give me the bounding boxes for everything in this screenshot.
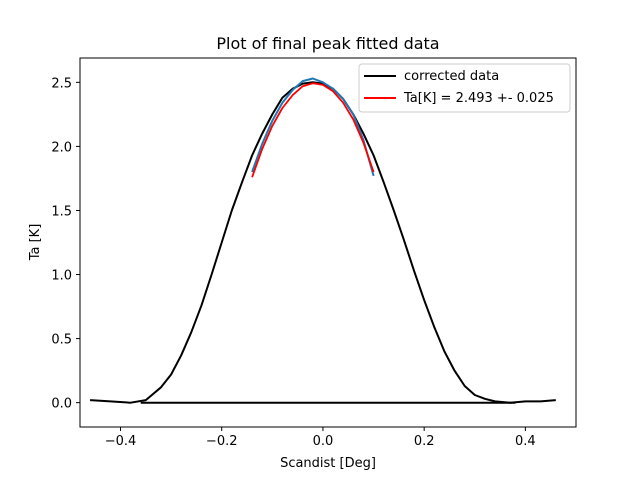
legend-label-fit: Ta[K] = 2.493 +- 0.025 bbox=[403, 91, 554, 106]
y-tick-label: 2.5 bbox=[51, 76, 72, 91]
x-tick-label: 0.2 bbox=[414, 434, 435, 449]
legend-box bbox=[358, 63, 571, 113]
legend: corrected data Ta[K] = 2.493 +- 0.025 bbox=[358, 63, 571, 113]
y-tick-label: 1.0 bbox=[51, 269, 72, 284]
series-line-3 bbox=[251, 82, 375, 178]
x-tick-label: 0.4 bbox=[515, 434, 536, 449]
y-axis-ticks: 0.0 0.5 1.0 1.5 2.0 2.5 bbox=[51, 76, 80, 412]
y-tick-label: 0.0 bbox=[51, 397, 72, 412]
x-tick-label: −0.2 bbox=[206, 434, 238, 449]
y-axis-label: Ta [K] bbox=[28, 224, 43, 262]
legend-label-corrected-data: corrected data bbox=[404, 69, 499, 84]
y-tick-label: 0.5 bbox=[51, 333, 72, 348]
axes-frame bbox=[79, 57, 577, 428]
y-tick-label: 1.5 bbox=[51, 204, 72, 219]
plot-lines bbox=[90, 77, 556, 404]
series-line-2 bbox=[251, 77, 375, 177]
x-axis-ticks: −0.4 −0.2 0.0 0.2 0.4 bbox=[105, 427, 536, 449]
x-tick-label: −0.4 bbox=[105, 434, 137, 449]
chart-title: Plot of final peak fitted data bbox=[216, 34, 439, 53]
x-tick-label: 0.0 bbox=[313, 434, 334, 449]
y-tick-label: 2.0 bbox=[51, 140, 72, 155]
x-axis-label: Scandist [Deg] bbox=[280, 456, 376, 471]
